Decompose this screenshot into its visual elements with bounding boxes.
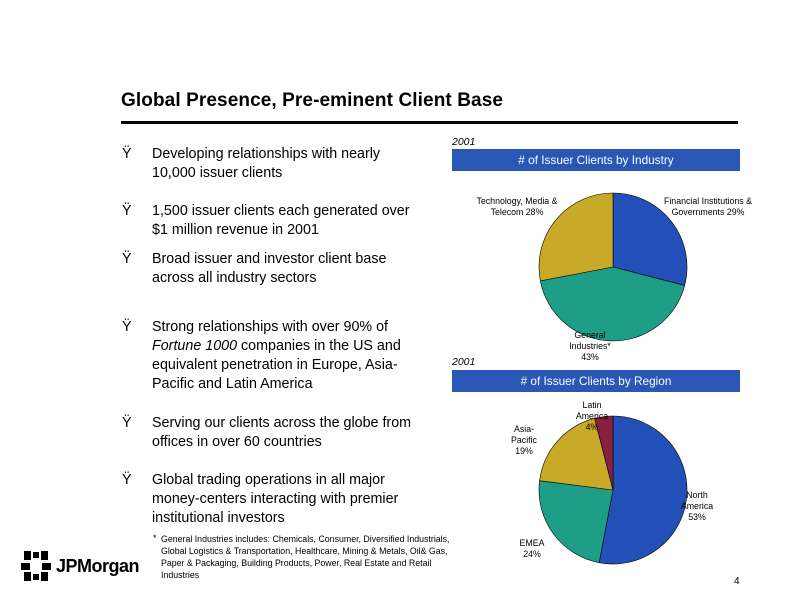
bullet-line: across all industry sectors (152, 270, 317, 286)
footnote-text: General Industries includes: Chemicals, … (161, 534, 450, 580)
jpmorgan-logo: JPMorgan (20, 548, 140, 584)
pie-label: Financial Institutions & Governments 29% (663, 196, 752, 217)
region-pie-chart (538, 415, 688, 565)
pie-slice-general-industries (539, 266, 686, 342)
bullet-text: Strong relationships with over 90% of For… (152, 318, 452, 394)
bullet-text: Serving our clients across the globe fro… (152, 414, 452, 452)
text-segment: Pacific and Latin America (152, 376, 313, 392)
bullet-line: Strong relationships with over 90% of (152, 318, 452, 337)
pie-slice-technology-media-telecom (538, 192, 614, 282)
bullet-line: institutional investors (152, 510, 285, 526)
pie-label: Technology, Media & Telecom 28% (476, 196, 558, 217)
pie-slice-financial-institutions-governments (612, 192, 688, 286)
bullet-marker: Ÿ (122, 472, 132, 488)
pie-label: Latin America 4% (575, 400, 609, 432)
region-chart-year: 2001 (452, 356, 476, 368)
bullet-line: equivalent penetration in Europe, Asia- (152, 356, 452, 375)
pie-slice-emea (538, 480, 614, 564)
bullet-line: offices in over 60 countries (152, 434, 322, 450)
bullet-marker: Ÿ (122, 203, 132, 219)
bullet-marker: Ÿ (122, 146, 132, 162)
bullet-text: 1,500 issuer clients each generated over… (152, 202, 452, 240)
footnote-marker: * (153, 533, 157, 543)
industry-chart-header: # of Issuer Clients by Industry (452, 149, 740, 171)
bullet-line: Broad issuer and investor client base (152, 251, 387, 267)
logo-wordmark: JPMorgan (56, 556, 140, 576)
bullet-text: Developing relationships with nearly 10,0… (152, 145, 452, 183)
pie-label: EMEA 24% (519, 538, 545, 559)
bullet-line: Developing relationships with nearly (152, 146, 381, 162)
title-rule (121, 121, 738, 124)
bullet-line: 10,000 issuer clients (152, 165, 283, 181)
bullet-line: Fortune 1000 companies in the US and (152, 337, 452, 356)
bullet-marker: Ÿ (122, 415, 132, 431)
italic-text: Fortune 1000 (152, 338, 238, 354)
bullet-marker: Ÿ (122, 251, 132, 267)
pie-label: North America 53% (680, 490, 714, 522)
bullet-text: Broad issuer and investor client base acr… (152, 250, 452, 288)
industry-pie-chart (538, 192, 688, 342)
industry-chart-year: 2001 (452, 136, 476, 148)
bullet-text: Global trading operations in all major mo… (152, 471, 452, 528)
pie-label: Asia- Pacific 19% (511, 424, 537, 456)
page-number: 4 (734, 576, 740, 587)
pie-slice-latin-america (594, 415, 614, 491)
bullet-line: 1,500 issuer clients each generated over (152, 203, 410, 219)
pie-slice-asia-pacific (539, 417, 614, 491)
bullet-line: money-centers interacting with premier (152, 491, 399, 507)
bullet-line: Serving our clients across the globe fro… (152, 415, 412, 431)
text-segment: companies in the US and (237, 338, 401, 354)
bullet-marker: Ÿ (122, 319, 132, 335)
slide-title: Global Presence, Pre-eminent Client Base (121, 90, 504, 111)
jpmorgan-octagon-icon (21, 551, 51, 581)
text-segment: Strong relationships with over 90% of (152, 319, 389, 335)
bullet-line: Pacific and Latin America (152, 375, 452, 394)
bullet-line: $1 million revenue in 2001 (152, 222, 319, 238)
region-chart-header: # of Issuer Clients by Region (452, 370, 740, 392)
bullet-line: Global trading operations in all major (152, 472, 385, 488)
text-segment: equivalent penetration in Europe, Asia- (152, 357, 398, 373)
pie-label: General Industries* 43% (569, 330, 611, 362)
pie-slice-north-america (598, 415, 688, 565)
